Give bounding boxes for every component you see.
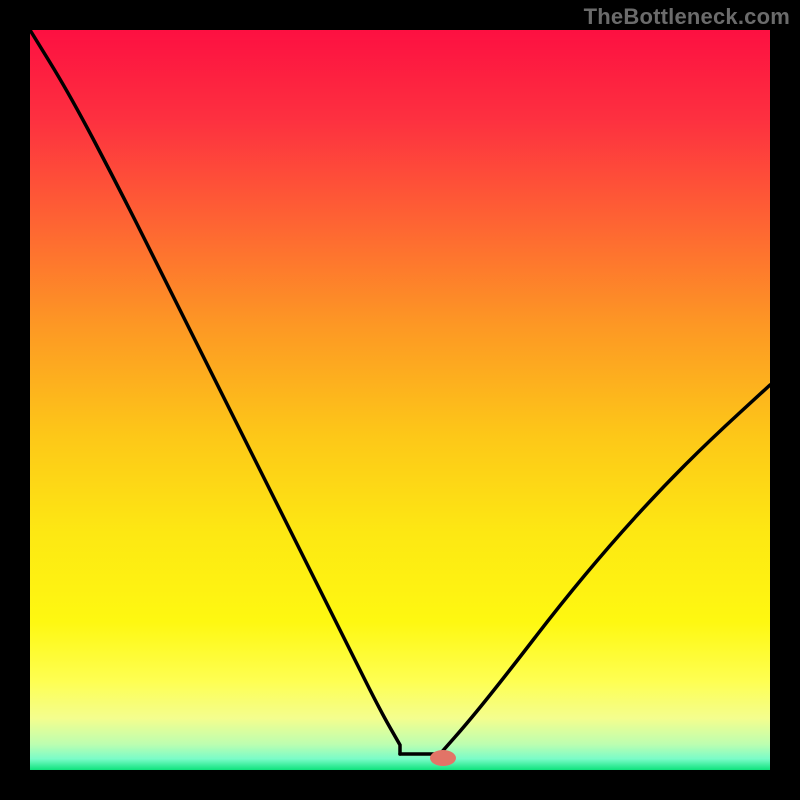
- bottleneck-chart: [0, 0, 800, 800]
- chart-plot-area: [30, 30, 770, 770]
- chart-container: TheBottleneck.com: [0, 0, 800, 800]
- watermark-text: TheBottleneck.com: [584, 4, 790, 30]
- optimal-point-marker: [430, 750, 456, 766]
